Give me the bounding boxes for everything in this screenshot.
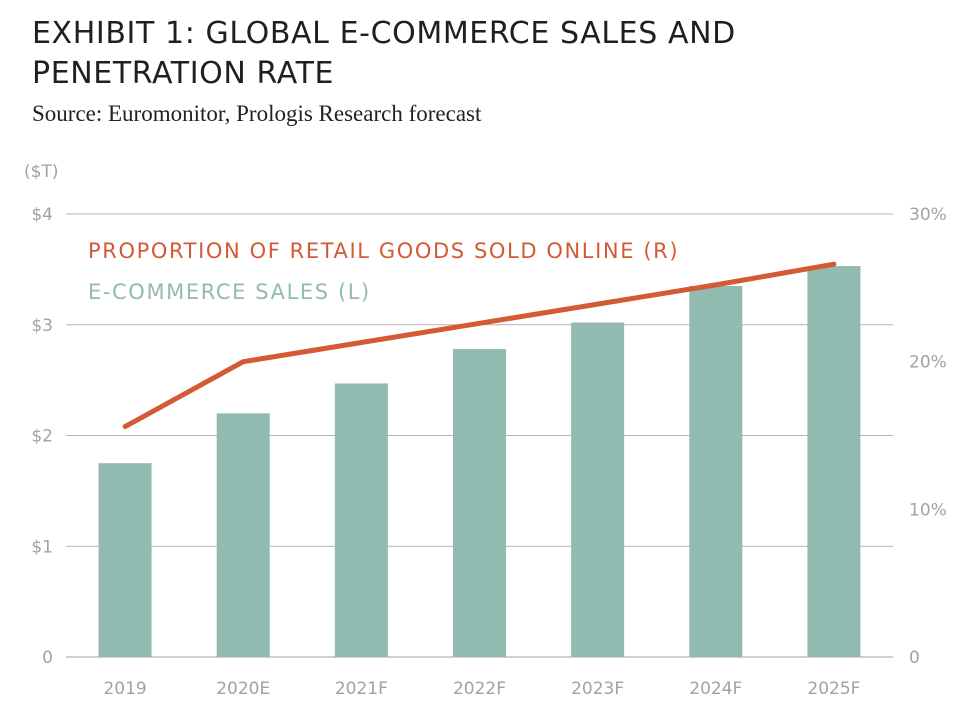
right-tick-label: 30%	[909, 205, 947, 225]
x-tick-label: 2023F	[571, 679, 624, 699]
right-tick-label: 10%	[909, 500, 947, 520]
penetration-line	[122, 261, 837, 430]
penetration-line-path	[122, 261, 837, 430]
sales-bar	[807, 266, 861, 657]
left-tick-label: $4	[31, 205, 53, 225]
sales-bar	[571, 322, 625, 657]
chart-source: Source: Euromonitor, Prologis Research f…	[32, 101, 482, 126]
left-tick-label: $2	[31, 427, 53, 447]
sales-bars	[98, 266, 861, 657]
legend: PROPORTION OF RETAIL GOODS SOLD ONLINE (…	[88, 239, 679, 304]
left-axis-unit-label: ($T)	[24, 162, 58, 182]
sales-bar	[334, 383, 388, 657]
x-tick-label: 2019	[103, 679, 146, 699]
right-tick-label: 0	[909, 648, 920, 668]
sales-bar	[453, 349, 506, 657]
left-tick-label: 0	[42, 648, 53, 668]
right-tick-label: 20%	[909, 353, 947, 373]
left-tick-label: $3	[31, 316, 53, 336]
legend-label-sales: E-COMMERCE SALES (L)	[88, 280, 371, 304]
sales-bar	[216, 413, 270, 657]
x-tick-label: 2020E	[216, 679, 270, 699]
sales-bar	[689, 285, 743, 657]
axes: 0 $1 $2 $3 $4 ($T) 0 10% 20% 30% 2019 2020E 2021F 202…	[24, 162, 947, 699]
legend-label-penetration: PROPORTION OF RETAIL GOODS SOLD ONLINE (…	[88, 239, 679, 263]
x-tick-label: 2024F	[689, 679, 742, 699]
x-tick-label: 2025F	[807, 679, 860, 699]
sales-bar	[98, 463, 152, 657]
chart-title: EXHIBIT 1: GLOBAL E-COMMERCE SALES AND P…	[32, 16, 736, 91]
x-tick-label: 2021F	[335, 679, 388, 699]
left-tick-label: $1	[31, 537, 53, 557]
x-tick-label: 2022F	[453, 679, 506, 699]
